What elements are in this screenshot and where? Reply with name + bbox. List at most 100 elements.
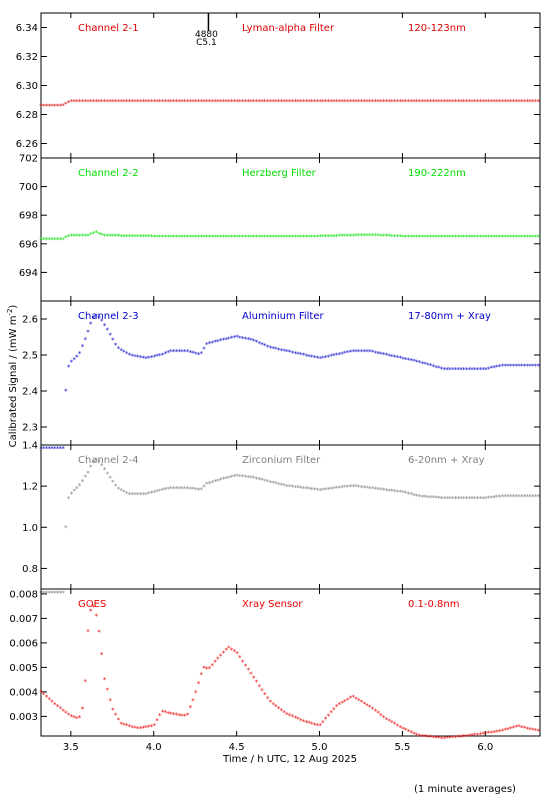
data-point: *	[490, 365, 494, 373]
panel-3-label-2: Aluminium Filter	[242, 311, 325, 322]
data-point: *	[48, 696, 52, 704]
data-point: *	[363, 484, 367, 492]
data-point: *	[313, 721, 317, 729]
data-point: *	[56, 590, 60, 598]
data-point: *	[117, 716, 121, 724]
data-point: *	[106, 326, 110, 334]
data-point: *	[235, 233, 239, 241]
data-point: *	[235, 334, 239, 342]
data-point: *	[429, 233, 433, 241]
panel-2-label-2: Herzberg Filter	[242, 168, 317, 179]
data-point: *	[470, 98, 474, 106]
panel-1-label-2: Lyman-alpha Filter	[242, 23, 335, 34]
data-point: *	[351, 483, 355, 491]
data-point: *	[526, 362, 530, 370]
data-point: *	[150, 233, 154, 241]
data-point: *	[371, 706, 375, 714]
data-point: *	[302, 98, 306, 106]
data-point: *	[81, 233, 85, 241]
data-point: *	[75, 354, 79, 362]
data-point: *	[61, 445, 65, 453]
data-point: *	[188, 349, 192, 357]
data-point: *	[318, 98, 322, 106]
data-point: *	[75, 485, 79, 493]
data-point: *	[147, 233, 151, 241]
data-point: *	[114, 712, 118, 720]
data-point: *	[434, 734, 438, 742]
data-point: *	[481, 730, 485, 738]
data-point: *	[537, 362, 541, 370]
data-point: *	[252, 233, 256, 241]
data-point: *	[288, 712, 292, 720]
data-point: *	[144, 724, 148, 732]
data-point: *	[230, 98, 234, 106]
data-point: *	[509, 98, 513, 106]
data-point: *	[172, 348, 176, 356]
panel-2-ytick-label: 696	[19, 239, 38, 250]
data-point: *	[175, 98, 179, 106]
data-point: *	[365, 702, 369, 710]
data-point: *	[520, 362, 524, 370]
data-point: *	[78, 98, 82, 106]
data-point: *	[523, 725, 527, 733]
data-point: *	[258, 476, 262, 484]
data-point: *	[136, 354, 140, 362]
data-point: *	[186, 348, 190, 356]
data-point: *	[266, 98, 270, 106]
data-point: *	[448, 734, 452, 742]
data-point: *	[484, 730, 488, 738]
data-point: *	[418, 359, 422, 367]
data-point: *	[434, 494, 438, 502]
data-point: *	[443, 233, 447, 241]
data-point: *	[191, 697, 195, 705]
data-point: *	[473, 495, 477, 503]
data-point: *	[401, 98, 405, 106]
data-point: *	[385, 352, 389, 360]
data-point: *	[166, 98, 170, 106]
data-point: *	[61, 236, 65, 244]
data-point: *	[169, 348, 173, 356]
y-axis-label-exp: -2	[6, 309, 14, 316]
data-point: *	[108, 98, 112, 106]
data-point: *	[180, 348, 184, 356]
data-point: *	[534, 233, 538, 241]
data-point: *	[398, 98, 402, 106]
data-point: *	[349, 348, 353, 356]
data-point: *	[119, 347, 123, 355]
data-point: *	[490, 98, 494, 106]
data-point: *	[509, 362, 513, 370]
data-point: *	[363, 232, 367, 240]
data-point: *	[487, 233, 491, 241]
data-point: *	[175, 711, 179, 719]
data-point: *	[177, 485, 181, 493]
data-point: *	[393, 488, 397, 496]
data-point: *	[374, 708, 378, 716]
data-point: *	[310, 354, 314, 362]
data-point: *	[318, 355, 322, 363]
data-point: *	[269, 479, 273, 487]
data-point: *	[468, 233, 472, 241]
data-point: *	[365, 232, 369, 240]
data-point: *	[346, 696, 350, 704]
data-point: *	[83, 474, 87, 482]
data-point: *	[479, 495, 483, 503]
data-point: *	[316, 233, 320, 241]
data-point: *	[48, 236, 52, 244]
data-point: *	[233, 648, 237, 656]
data-point: *	[396, 722, 400, 730]
data-point: *	[130, 98, 134, 106]
data-point: *	[213, 339, 217, 347]
data-point: *	[177, 348, 181, 356]
data-point: *	[451, 495, 455, 503]
data-point: *	[263, 342, 267, 350]
data-point: *	[144, 491, 148, 499]
data-point: *	[376, 98, 380, 106]
data-point: *	[512, 233, 516, 241]
data-point: *	[59, 102, 63, 110]
data-point: *	[89, 608, 93, 616]
data-point: *	[321, 486, 325, 494]
data-point: *	[197, 680, 201, 688]
data-point: *	[233, 233, 237, 241]
data-point: *	[56, 445, 60, 453]
data-point: *	[277, 346, 281, 354]
